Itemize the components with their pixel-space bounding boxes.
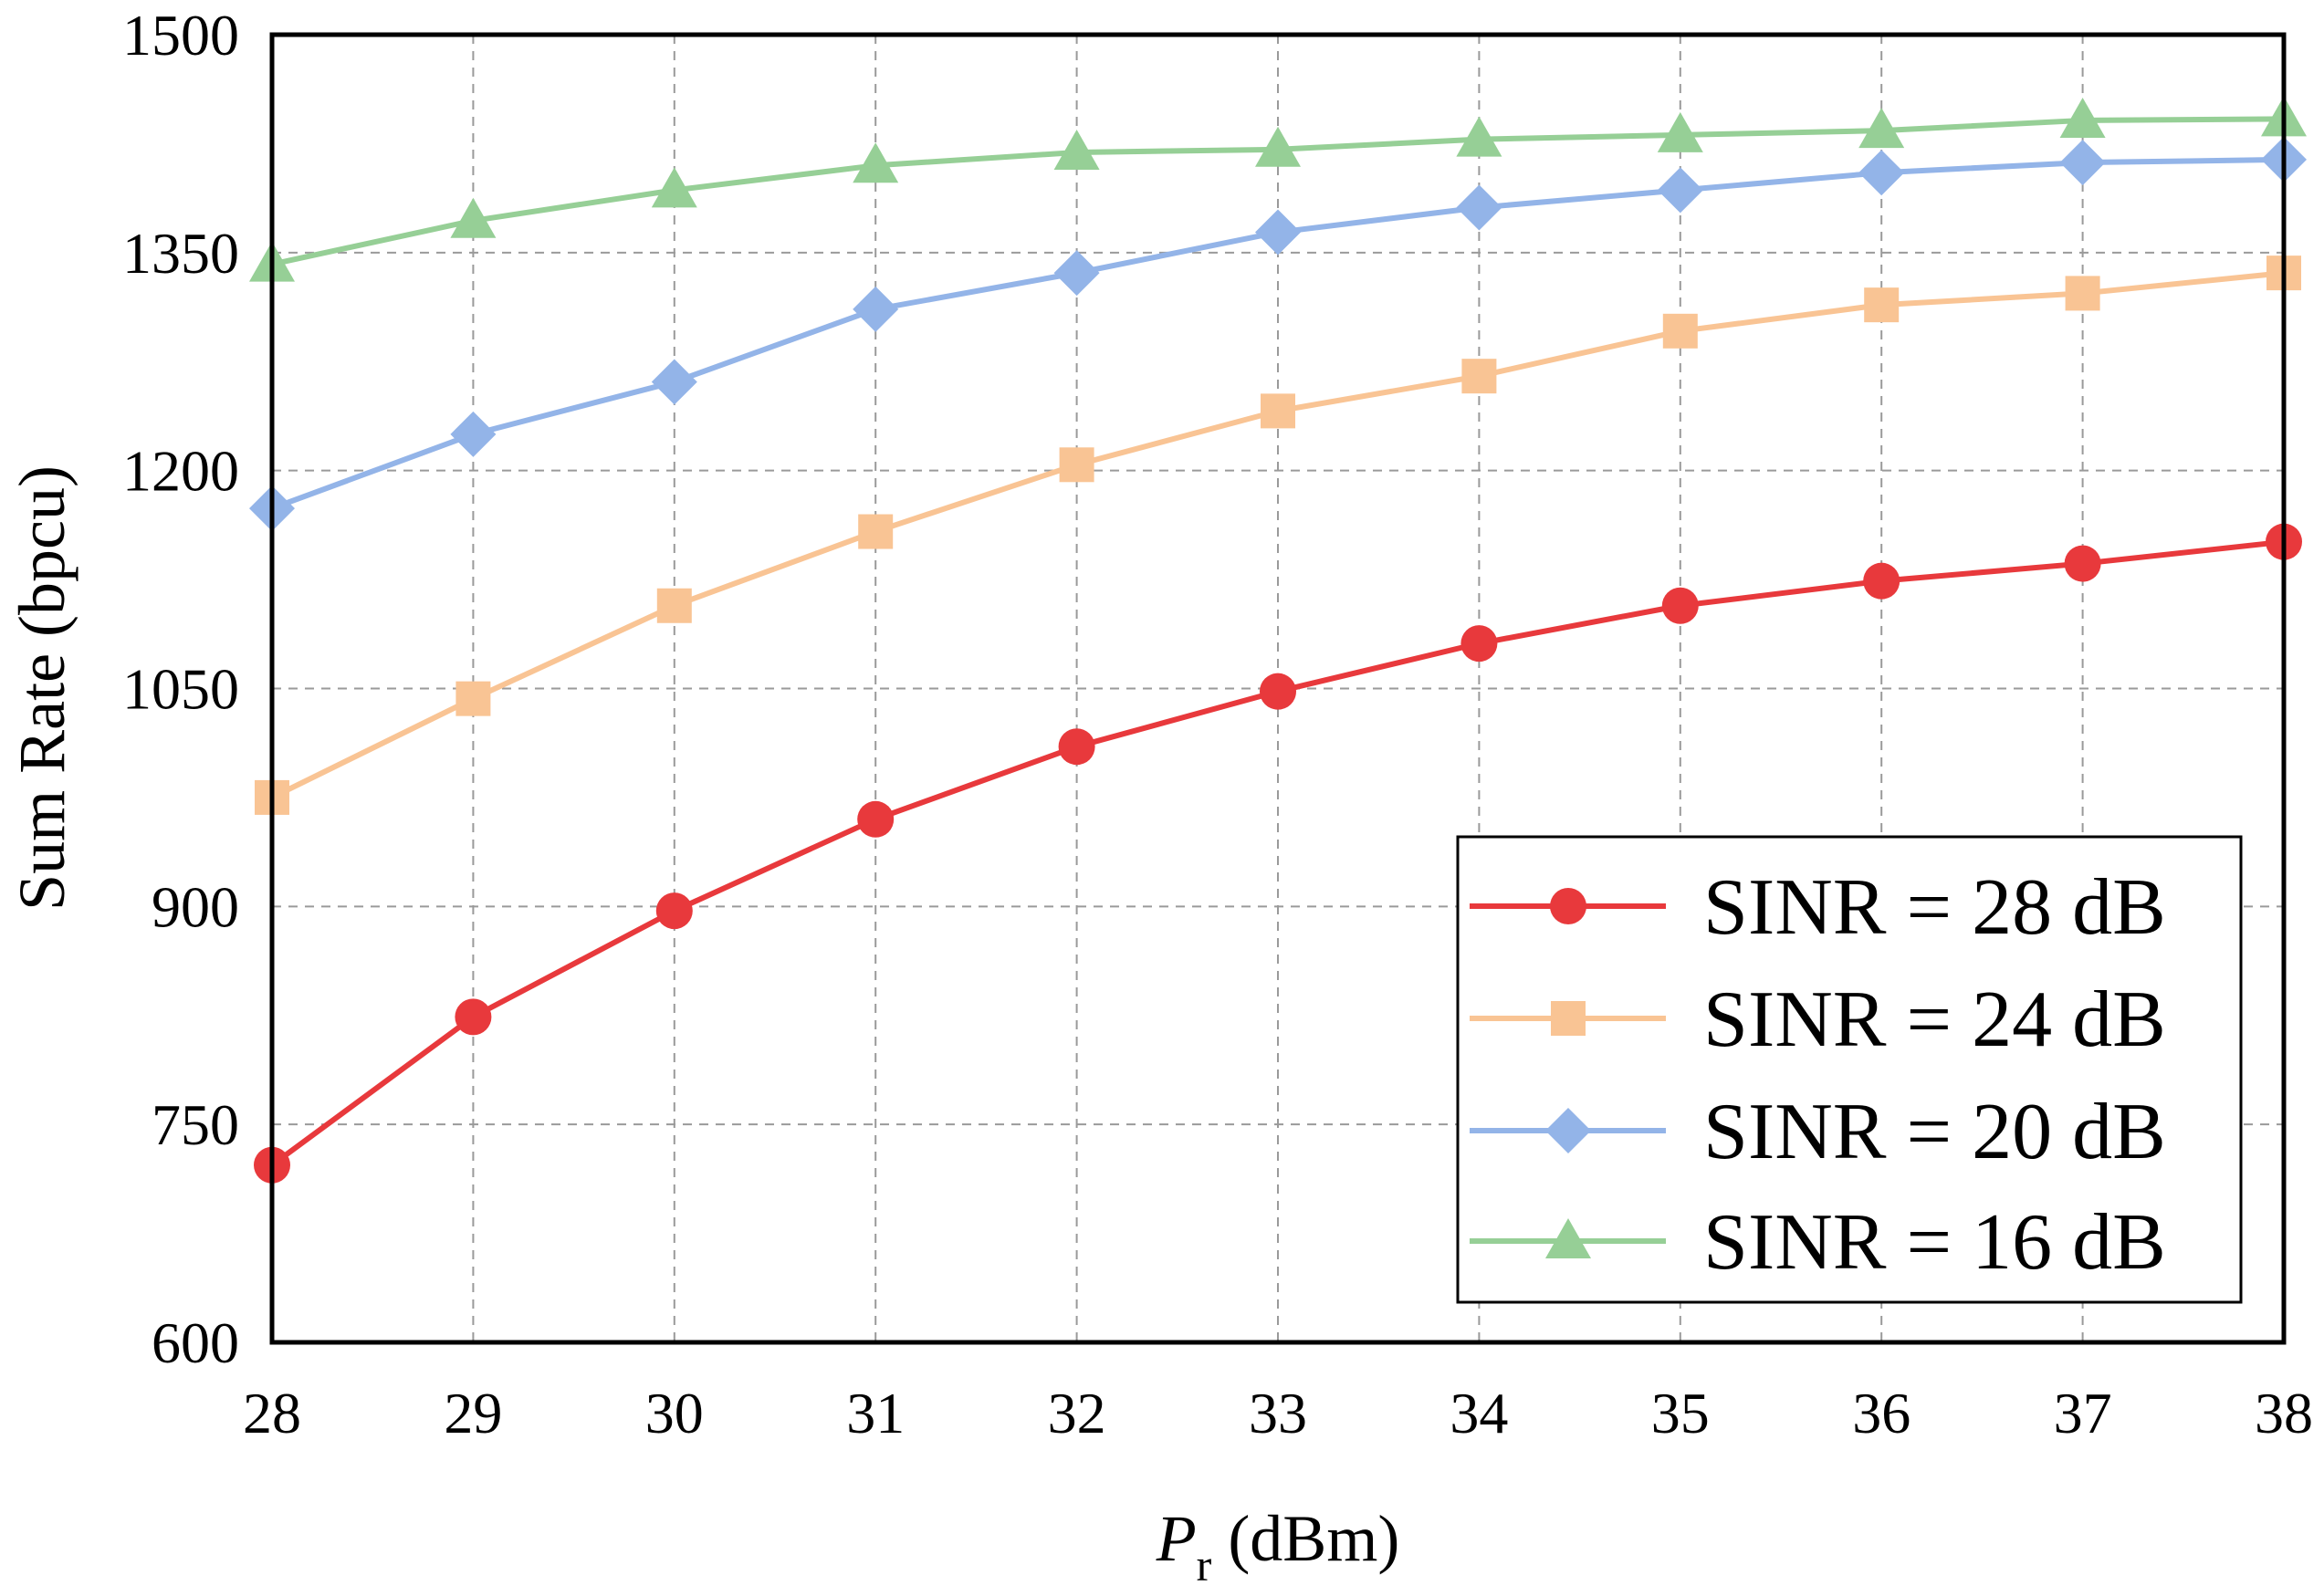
x-tick-label: 29 [444, 1381, 502, 1445]
series-layer [249, 96, 2307, 1184]
x-tick-label: 32 [1048, 1381, 1106, 1445]
series-diamond [249, 136, 2307, 532]
legend-box [1456, 835, 2243, 1304]
x-axis-subscript: r [1197, 1539, 1212, 1586]
x-axis-title: Pr (dBm) [1156, 1502, 1400, 1586]
data-point-triangle [2059, 97, 2106, 138]
x-tick-label: 37 [2054, 1381, 2112, 1445]
y-tick-label: 750 [152, 1092, 239, 1157]
legend-marker-diamond [1545, 1108, 1591, 1153]
data-point-circle [1058, 728, 1095, 766]
data-point-diamond [450, 411, 497, 457]
data-point-square [1059, 447, 1094, 483]
y-tick-label: 1200 [122, 439, 239, 504]
x-axis-unit: (dBm) [1211, 1502, 1399, 1575]
data-point-diamond [1657, 167, 1703, 214]
x-axis-symbol: P [1156, 1502, 1197, 1575]
x-tick-label: 36 [1852, 1381, 1910, 1445]
legend-label: SINR = 24 dB [1703, 976, 2166, 1064]
x-tick-label: 34 [1450, 1381, 1508, 1445]
y-tick-label: 1350 [122, 221, 239, 286]
series-square [255, 256, 2301, 815]
legend-marker-circle [1550, 888, 1586, 924]
y-axis-title: Sum Rate (bpcu) [5, 465, 79, 911]
data-point-square [455, 681, 491, 716]
data-point-triangle [853, 142, 899, 183]
data-point-square [1461, 359, 1497, 394]
data-point-square [2065, 276, 2100, 311]
data-point-diamond [853, 286, 899, 332]
data-point-square [656, 588, 692, 623]
data-point-circle [455, 998, 492, 1036]
data-point-square [858, 514, 894, 549]
x-tick-label: 31 [846, 1381, 905, 1445]
data-point-circle [1260, 673, 1296, 710]
legend-item-square: SINR = 24 dB [1470, 976, 2166, 1064]
series-triangle [249, 96, 2307, 282]
data-point-square [1261, 393, 1295, 429]
legend-label: SINR = 28 dB [1703, 863, 2166, 952]
data-point-triangle [1858, 108, 1905, 149]
data-point-circle [857, 800, 895, 838]
x-tick-label: 38 [2255, 1381, 2313, 1445]
data-point-diamond [1053, 250, 1100, 297]
data-point-circle [2064, 545, 2101, 582]
data-point-diamond [2059, 140, 2106, 186]
data-point-circle [655, 892, 693, 930]
y-tick-label: 900 [152, 874, 239, 939]
x-tick-label: 28 [243, 1381, 301, 1445]
plot-frame [269, 32, 2287, 1345]
x-tick-label: 35 [1651, 1381, 1710, 1445]
data-point-triangle [1456, 116, 1502, 157]
tick-labels: 28 29 30 31 32 33 34 35 36 37 38 600 750 900 1050 1200 1… [122, 3, 2313, 1445]
data-point-circle [1863, 562, 1900, 600]
legend-item-triangle: SINR = 16 dB [1470, 1198, 2166, 1287]
x-tick-label: 33 [1249, 1381, 1307, 1445]
data-point-triangle [651, 167, 697, 208]
legend-item-circle: SINR = 28 dB [1470, 863, 2166, 952]
data-point-square [1662, 313, 1698, 349]
data-point-diamond [651, 359, 697, 405]
data-point-triangle [1053, 129, 1100, 170]
legend-item-diamond: SINR = 20 dB [1470, 1088, 2166, 1176]
legend: SINR = 28 dB SINR = 24 dB SINR = 20 dB SINR… [1456, 835, 2243, 1304]
data-point-triangle [450, 197, 497, 238]
data-point-diamond [1255, 209, 1301, 256]
data-point-triangle [1657, 111, 1703, 152]
legend-items: SINR = 28 dB SINR = 24 dB SINR = 20 dB SINR… [1470, 863, 2166, 1287]
y-tick-label: 1050 [122, 657, 239, 722]
legend-marker-square [1551, 1001, 1586, 1036]
legend-label: SINR = 16 dB [1703, 1198, 2166, 1287]
data-point-circle [1460, 625, 1498, 663]
y-tick-label: 1500 [122, 3, 239, 68]
series-circle [254, 523, 2302, 1184]
legend-label: SINR = 20 dB [1703, 1088, 2166, 1176]
data-point-diamond [1456, 184, 1502, 231]
data-point-triangle [1255, 126, 1301, 167]
data-point-square [1864, 287, 1900, 323]
y-tick-label: 600 [152, 1310, 239, 1375]
legend-marker-triangle [1545, 1218, 1591, 1258]
data-point-circle [1661, 587, 1699, 624]
data-point-diamond [1858, 150, 1905, 196]
x-tick-label: 30 [645, 1381, 704, 1445]
